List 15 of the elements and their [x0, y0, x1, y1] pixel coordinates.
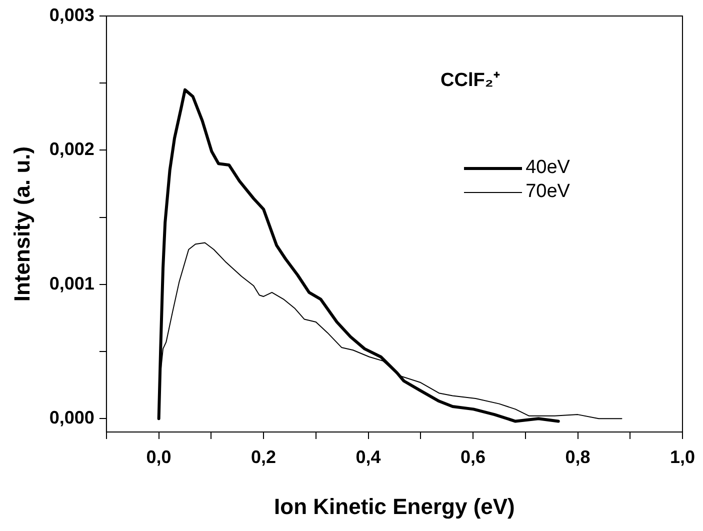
x-tick-label: 0,0 [146, 446, 172, 467]
y-tick-label: 0,002 [49, 139, 94, 160]
x-tick-label: 0,2 [251, 446, 276, 467]
x-tick-label: 1,0 [670, 446, 696, 467]
y-tick-label: 0,001 [49, 273, 94, 294]
x-tick-label: 0,8 [565, 446, 590, 467]
y-tick-label: 0,003 [49, 4, 94, 25]
y-axis-title: Intensity (a. u.) [9, 146, 34, 302]
annotation: CClF₂⁺ [440, 69, 500, 92]
x-axis-title: Ion Kinetic Energy (eV) [274, 494, 515, 519]
x-tick-label: 0,4 [356, 446, 381, 467]
y-tick-label: 0,000 [49, 408, 94, 428]
x-tick-label: 0,6 [460, 446, 486, 467]
legend-label: 40eV [526, 157, 570, 179]
legend-label: 70eV [526, 181, 570, 203]
